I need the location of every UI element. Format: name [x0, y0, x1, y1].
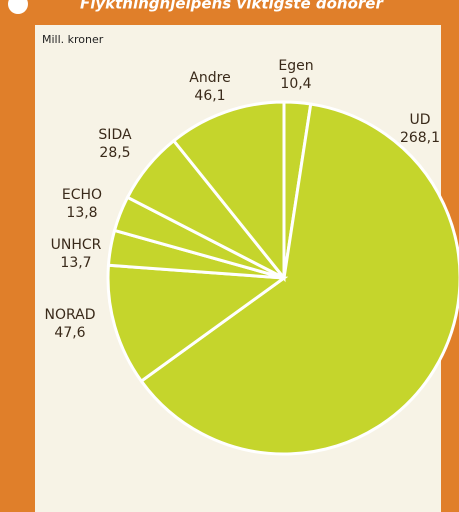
slice-value-label: 13,7	[60, 255, 91, 271]
chart: Flyktninghjelpens viktigste donorer Mill…	[0, 0, 459, 512]
slice-value-label: 268,1	[400, 130, 440, 146]
slice-label: Andre	[189, 70, 230, 86]
slice-label: SIDA	[98, 127, 132, 143]
slice-label: NORAD	[44, 307, 95, 323]
slice-label: UD	[409, 112, 430, 128]
slice-label: UNHCR	[51, 237, 102, 253]
slice-label: Egen	[278, 58, 313, 74]
slice-value-label: 47,6	[54, 325, 85, 341]
chart-title: Flyktninghjelpens viktigste donorer	[80, 0, 384, 13]
slice-value-label: 10,4	[280, 76, 311, 92]
slice-value-label: 28,5	[99, 145, 130, 161]
subtitle: Mill. kroner	[42, 33, 104, 46]
slice-value-label: 13,8	[66, 205, 97, 221]
slice-value-label: 46,1	[194, 88, 225, 104]
slice-label: ECHO	[62, 187, 102, 203]
